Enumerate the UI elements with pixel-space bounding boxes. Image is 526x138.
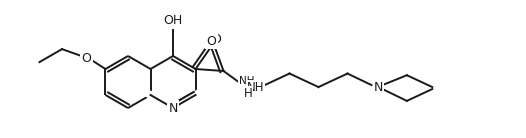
Text: O: O [211,33,221,46]
Text: NH: NH [247,81,264,94]
Text: OH: OH [164,14,183,27]
Text: H: H [244,87,253,99]
Text: O: O [207,35,217,48]
Text: NH
H: NH H [239,76,254,98]
Text: O: O [82,51,92,64]
Text: N: N [168,102,178,115]
Text: N: N [374,81,383,94]
